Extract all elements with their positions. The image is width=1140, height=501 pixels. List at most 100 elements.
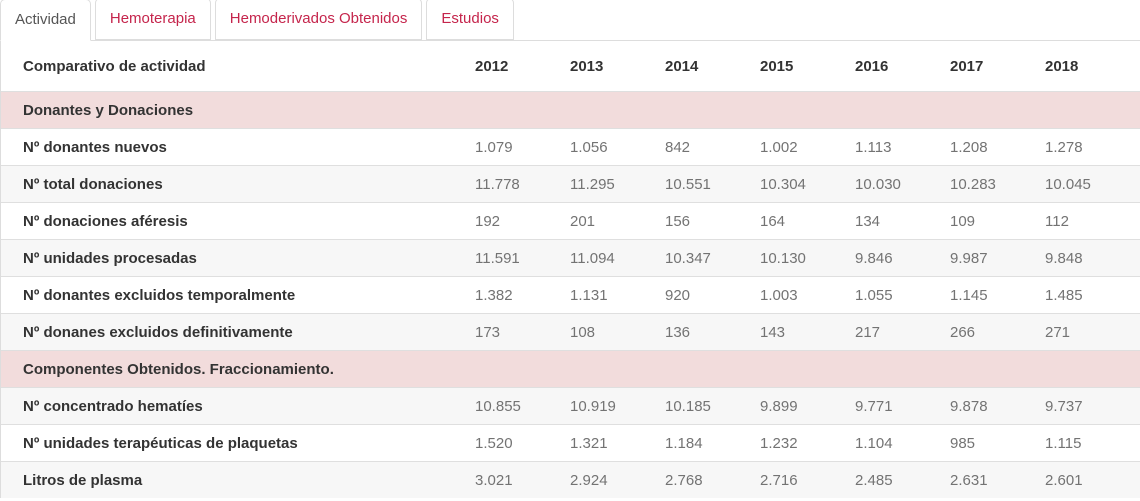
value-cell: 10.855 bbox=[475, 398, 521, 415]
table-body: Comparativo de actividad 2012 2013 2014 201… bbox=[1, 41, 1140, 498]
value-cell: 2.924 bbox=[570, 472, 608, 489]
row-label: Litros de plasma bbox=[23, 472, 143, 489]
value-cell: 1.115 bbox=[1045, 435, 1082, 452]
row-label: Nº donantes nuevos bbox=[23, 139, 167, 156]
table-row: Nº unidades procesadas 11.591 11.094 10.347… bbox=[1, 239, 1140, 277]
table-row: Nº donaciones aféresis 192 201 156 164 134 109… bbox=[1, 202, 1140, 240]
section-title: Donantes y Donaciones bbox=[23, 102, 194, 119]
value-cell: 1.520 bbox=[475, 435, 513, 452]
value-cell: 109 bbox=[950, 213, 976, 230]
value-cell: 9.846 bbox=[855, 250, 893, 267]
value-cell: 2.485 bbox=[855, 472, 893, 489]
value-cell: 11.778 bbox=[475, 176, 520, 193]
value-cell: 1.003 bbox=[760, 287, 798, 304]
value-cell: 136 bbox=[665, 324, 691, 341]
tab-bar: Actividad Hemoterapia Hemoderivados Obteni… bbox=[0, 0, 1140, 41]
tab-estudios[interactable]: Estudios bbox=[426, 0, 514, 40]
year-header-2016: 2016 bbox=[855, 58, 889, 75]
value-cell: 10.185 bbox=[665, 398, 711, 415]
value-cell: 164 bbox=[760, 213, 786, 230]
value-cell: 10.919 bbox=[570, 398, 616, 415]
table-header-row: Comparativo de actividad 2012 2013 2014 201… bbox=[1, 41, 1140, 92]
value-cell: 1.321 bbox=[570, 435, 608, 452]
year-header-2018: 2018 bbox=[1045, 58, 1079, 75]
value-cell: 173 bbox=[475, 324, 501, 341]
value-cell: 266 bbox=[950, 324, 976, 341]
value-cell: 143 bbox=[760, 324, 786, 341]
value-cell: 1.208 bbox=[950, 139, 988, 156]
table-row: Nº unidades terapéuticas de plaquetas 1.5… bbox=[1, 424, 1140, 462]
value-cell: 1.079 bbox=[475, 139, 513, 156]
activity-table: Comparativo de actividad 2012 2013 2014 201… bbox=[1, 41, 1140, 498]
row-label: Nº donaciones aféresis bbox=[23, 213, 188, 230]
tab-actividad[interactable]: Actividad bbox=[0, 0, 91, 41]
value-cell: 192 bbox=[475, 213, 501, 230]
row-label: Nº total donaciones bbox=[23, 176, 163, 193]
table-row: Nº donantes excluidos temporalmente 1.382… bbox=[1, 276, 1140, 314]
value-cell: 1.131 bbox=[570, 287, 608, 304]
value-cell: 1.278 bbox=[1045, 139, 1083, 156]
section-header-row: Componentes Obtenidos. Fraccionamiento. bbox=[1, 350, 1140, 388]
value-cell: 134 bbox=[855, 213, 881, 230]
value-cell: 108 bbox=[570, 324, 596, 341]
section-header-row: Donantes y Donaciones bbox=[1, 91, 1140, 129]
value-cell: 1.184 bbox=[665, 435, 703, 452]
value-cell: 842 bbox=[665, 139, 691, 156]
value-cell: 1.485 bbox=[1045, 287, 1083, 304]
table-row: Nº concentrado hematíes 10.855 10.919 10.18… bbox=[1, 387, 1140, 425]
value-cell: 10.304 bbox=[760, 176, 806, 193]
value-cell: 271 bbox=[1045, 324, 1071, 341]
value-cell: 1.113 bbox=[855, 139, 892, 156]
value-cell: 3.021 bbox=[475, 472, 513, 489]
year-header-2012: 2012 bbox=[475, 58, 509, 75]
value-cell: 201 bbox=[570, 213, 596, 230]
value-cell: 1.104 bbox=[855, 435, 893, 452]
value-cell: 112 bbox=[1045, 213, 1069, 230]
table-row: Nº donanes excluidos definitivamente 173 1… bbox=[1, 313, 1140, 351]
value-cell: 2.601 bbox=[1045, 472, 1083, 489]
value-cell: 9.878 bbox=[950, 398, 988, 415]
value-cell: 1.055 bbox=[855, 287, 893, 304]
value-cell: 2.768 bbox=[665, 472, 703, 489]
row-label: Nº unidades terapéuticas de plaquetas bbox=[23, 435, 298, 452]
value-cell: 156 bbox=[665, 213, 691, 230]
value-cell: 10.130 bbox=[760, 250, 806, 267]
value-cell: 9.737 bbox=[1045, 398, 1083, 415]
year-header-2015: 2015 bbox=[760, 58, 794, 75]
row-label: Nº donantes excluidos temporalmente bbox=[23, 287, 296, 304]
value-cell: 9.848 bbox=[1045, 250, 1083, 267]
year-header-2017: 2017 bbox=[950, 58, 984, 75]
table-row: Litros de plasma 3.021 2.924 2.768 2.716 2.48… bbox=[1, 461, 1140, 498]
table-row: Nº total donaciones 11.778 11.295 10.551 10.… bbox=[1, 165, 1140, 203]
value-cell: 9.987 bbox=[950, 250, 988, 267]
value-cell: 1.232 bbox=[760, 435, 798, 452]
row-label: Nº donanes excluidos definitivamente bbox=[23, 324, 293, 341]
value-cell: 10.347 bbox=[665, 250, 711, 267]
section-title: Componentes Obtenidos. Fraccionamiento. bbox=[23, 361, 334, 378]
row-label: Nº unidades procesadas bbox=[23, 250, 197, 267]
value-cell: 1.002 bbox=[760, 139, 798, 156]
table-title: Comparativo de actividad bbox=[23, 58, 206, 75]
year-header-2014: 2014 bbox=[665, 58, 699, 75]
tab-hemoderivados-obtenidos[interactable]: Hemoderivados Obtenidos bbox=[214, 0, 423, 40]
value-cell: 10.030 bbox=[855, 176, 901, 193]
value-cell: 10.551 bbox=[665, 176, 711, 193]
year-header-2013: 2013 bbox=[570, 58, 604, 75]
value-cell: 217 bbox=[855, 324, 881, 341]
value-cell: 11.591 bbox=[475, 250, 520, 267]
value-cell: 985 bbox=[950, 435, 976, 452]
value-cell: 10.283 bbox=[950, 176, 996, 193]
value-cell: 920 bbox=[665, 287, 691, 304]
value-cell: 11.094 bbox=[570, 250, 615, 267]
table-row: Nº donantes nuevos 1.079 1.056 842 1.002 1.11… bbox=[1, 128, 1140, 166]
value-cell: 1.145 bbox=[950, 287, 988, 304]
value-cell: 1.382 bbox=[475, 287, 513, 304]
value-cell: 10.045 bbox=[1045, 176, 1091, 193]
value-cell: 1.056 bbox=[570, 139, 608, 156]
value-cell: 2.631 bbox=[950, 472, 988, 489]
value-cell: 9.771 bbox=[855, 398, 893, 415]
value-cell: 9.899 bbox=[760, 398, 798, 415]
value-cell: 11.295 bbox=[570, 176, 615, 193]
tab-hemoterapia[interactable]: Hemoterapia bbox=[94, 0, 211, 40]
